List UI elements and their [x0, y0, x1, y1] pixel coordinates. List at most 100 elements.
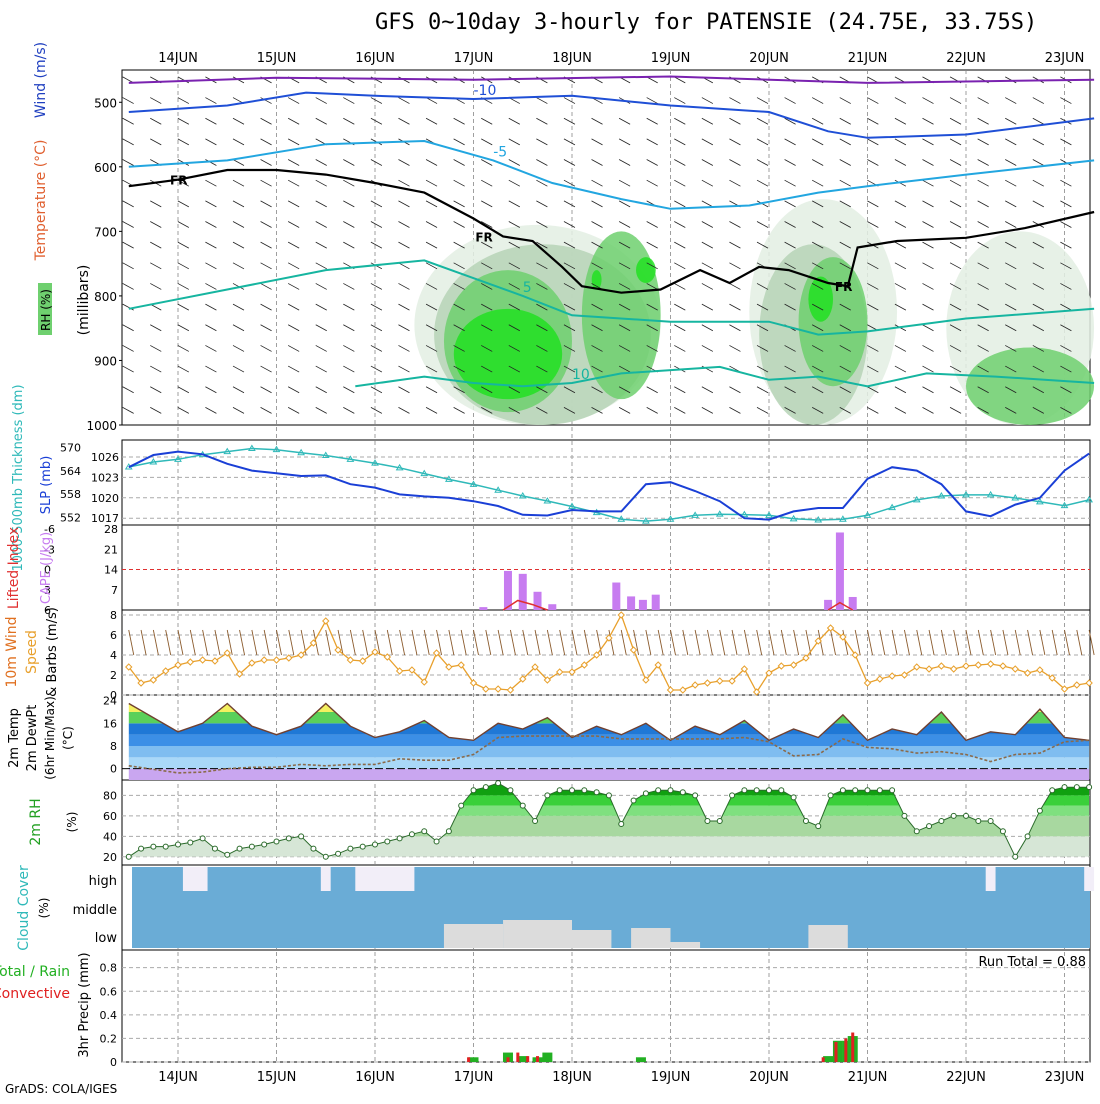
rh-point [901, 812, 908, 819]
isotherm-line [128, 259, 1095, 336]
wind-barb-10m [423, 629, 430, 656]
thickness-point [420, 469, 429, 477]
wind-barb [839, 365, 851, 373]
rh-point [372, 841, 378, 848]
wind-barb [563, 117, 576, 125]
wind-barb [949, 407, 962, 414]
rh-point [864, 787, 871, 794]
wind-barb [398, 117, 410, 125]
wind-barb-10m [805, 629, 812, 656]
rh-point [926, 823, 933, 830]
wind-barb-10m [1002, 629, 1009, 656]
freezing-level-line [128, 168, 1095, 294]
wind-barb [563, 365, 576, 373]
wind-barb [646, 159, 658, 166]
wind-barb [949, 303, 962, 311]
wind-speed-point [876, 675, 884, 683]
date-label-bottom: 20JUN [749, 1070, 789, 1085]
wind-barb-10m [756, 629, 763, 656]
wind-barb [867, 365, 879, 373]
wind-barb [674, 283, 686, 290]
wind-barb [563, 303, 576, 311]
date-label-bottom: 21JUN [848, 1070, 888, 1085]
wind-barb [150, 365, 162, 373]
wind-barb [949, 221, 962, 228]
wind-barb [287, 117, 300, 125]
rh-point [753, 787, 760, 794]
wind-barb [618, 365, 631, 373]
wind-barb [287, 407, 300, 414]
wind-barb [536, 117, 548, 125]
wind-barb-10m [559, 629, 566, 656]
thickness-point [863, 511, 872, 518]
rh-point [199, 835, 206, 842]
wind-barb [563, 221, 576, 228]
wind-barb-10m [1039, 629, 1046, 656]
precip-convective-bar [526, 1056, 530, 1062]
wind-speed-point [789, 661, 798, 669]
wind-barb [867, 117, 879, 125]
wind-barb [1005, 138, 1017, 146]
wind-barb [481, 159, 493, 166]
rh-point [544, 792, 551, 799]
wind-speed-point [913, 663, 921, 671]
wind-barb-10m [276, 629, 282, 656]
rh-point [482, 784, 489, 791]
wind-barb [922, 159, 934, 166]
wind-barb [922, 283, 934, 290]
wind-barb [260, 221, 272, 228]
wind-barb [756, 345, 769, 352]
wind-barb [260, 386, 272, 394]
wind-barb [1005, 386, 1017, 394]
rh-point [581, 787, 588, 794]
wind-barb [122, 221, 134, 228]
wind-speed-point [629, 646, 638, 654]
wind-barb [674, 97, 686, 104]
rh-point [815, 823, 822, 830]
wind-barb [508, 303, 520, 311]
wind-barb [122, 241, 134, 249]
thickness-point [1060, 501, 1069, 509]
isotherm-line [128, 75, 1095, 84]
wind-barb [1032, 386, 1045, 394]
thickness-point [666, 515, 675, 522]
wind-barb [287, 241, 300, 249]
wind-barb [343, 241, 355, 249]
wind-barb [563, 97, 576, 104]
precip-total-bar [542, 1052, 553, 1062]
wind-barb-10m [879, 629, 886, 656]
wind-barb [701, 159, 714, 166]
wind-barb [1060, 283, 1072, 290]
wind-barb [894, 345, 907, 352]
rh-point [236, 845, 243, 852]
wind-barb-10m [128, 629, 135, 656]
wind-barb [839, 97, 851, 104]
wind-barb [287, 221, 300, 228]
wind-barb [343, 200, 355, 208]
wind-barb [453, 200, 465, 208]
panel-frame-precip [121, 949, 1091, 1063]
rh-point [679, 789, 686, 796]
cape-bar [612, 582, 621, 610]
wind-barb [674, 241, 686, 249]
rh-shade [453, 308, 563, 400]
wind-speed-point [654, 661, 662, 669]
wind-barb [481, 200, 493, 208]
wind-speed-point [149, 676, 158, 684]
rh-point [298, 833, 305, 840]
wind-barb [287, 283, 300, 290]
wind-barb [1005, 407, 1017, 414]
wind-barb [150, 283, 162, 290]
isotherm-line [128, 91, 1095, 139]
wind-barb [618, 200, 631, 208]
wind-barb [398, 407, 410, 414]
temp-tick: 0 [110, 763, 117, 776]
wind-barb [839, 303, 851, 311]
wind-barb [894, 407, 907, 414]
wind-barb [674, 386, 686, 394]
rh-point [224, 851, 231, 858]
wind-barb [177, 262, 190, 270]
wind-barb [177, 179, 190, 187]
wind-speed-point [272, 656, 281, 664]
wind-barb-10m [867, 629, 873, 656]
